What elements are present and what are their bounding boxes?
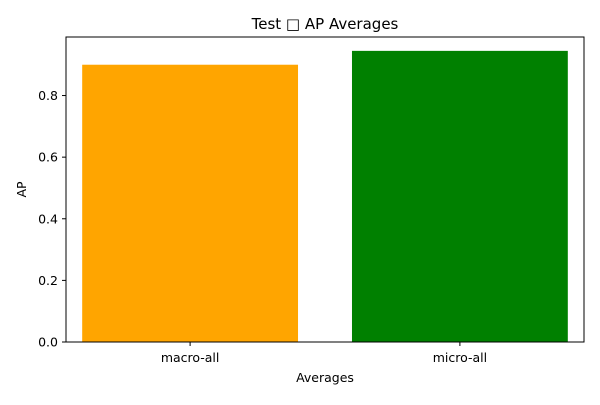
x-tick-label: micro-all xyxy=(433,350,487,365)
y-tick-label: 0.6 xyxy=(38,150,58,165)
y-tick-label: 0.0 xyxy=(38,335,58,350)
x-axis-label: Averages xyxy=(296,370,354,385)
bar-micro-all xyxy=(351,50,568,342)
chart-title: Test □ AP Averages xyxy=(251,15,399,33)
y-tick-label: 0.4 xyxy=(38,211,58,226)
bar-macro-all xyxy=(82,64,299,343)
y-tick-label: 0.8 xyxy=(38,88,58,103)
y-axis-label: AP xyxy=(14,181,29,198)
x-axis-ticks: macro-all micro-all xyxy=(161,342,487,365)
x-tick-label: macro-all xyxy=(161,350,220,365)
bars-group xyxy=(82,50,568,343)
y-axis-ticks: 0.0 0.2 0.4 0.6 0.8 xyxy=(38,88,66,350)
y-tick-label: 0.2 xyxy=(38,273,58,288)
plot-frame xyxy=(65,36,585,343)
